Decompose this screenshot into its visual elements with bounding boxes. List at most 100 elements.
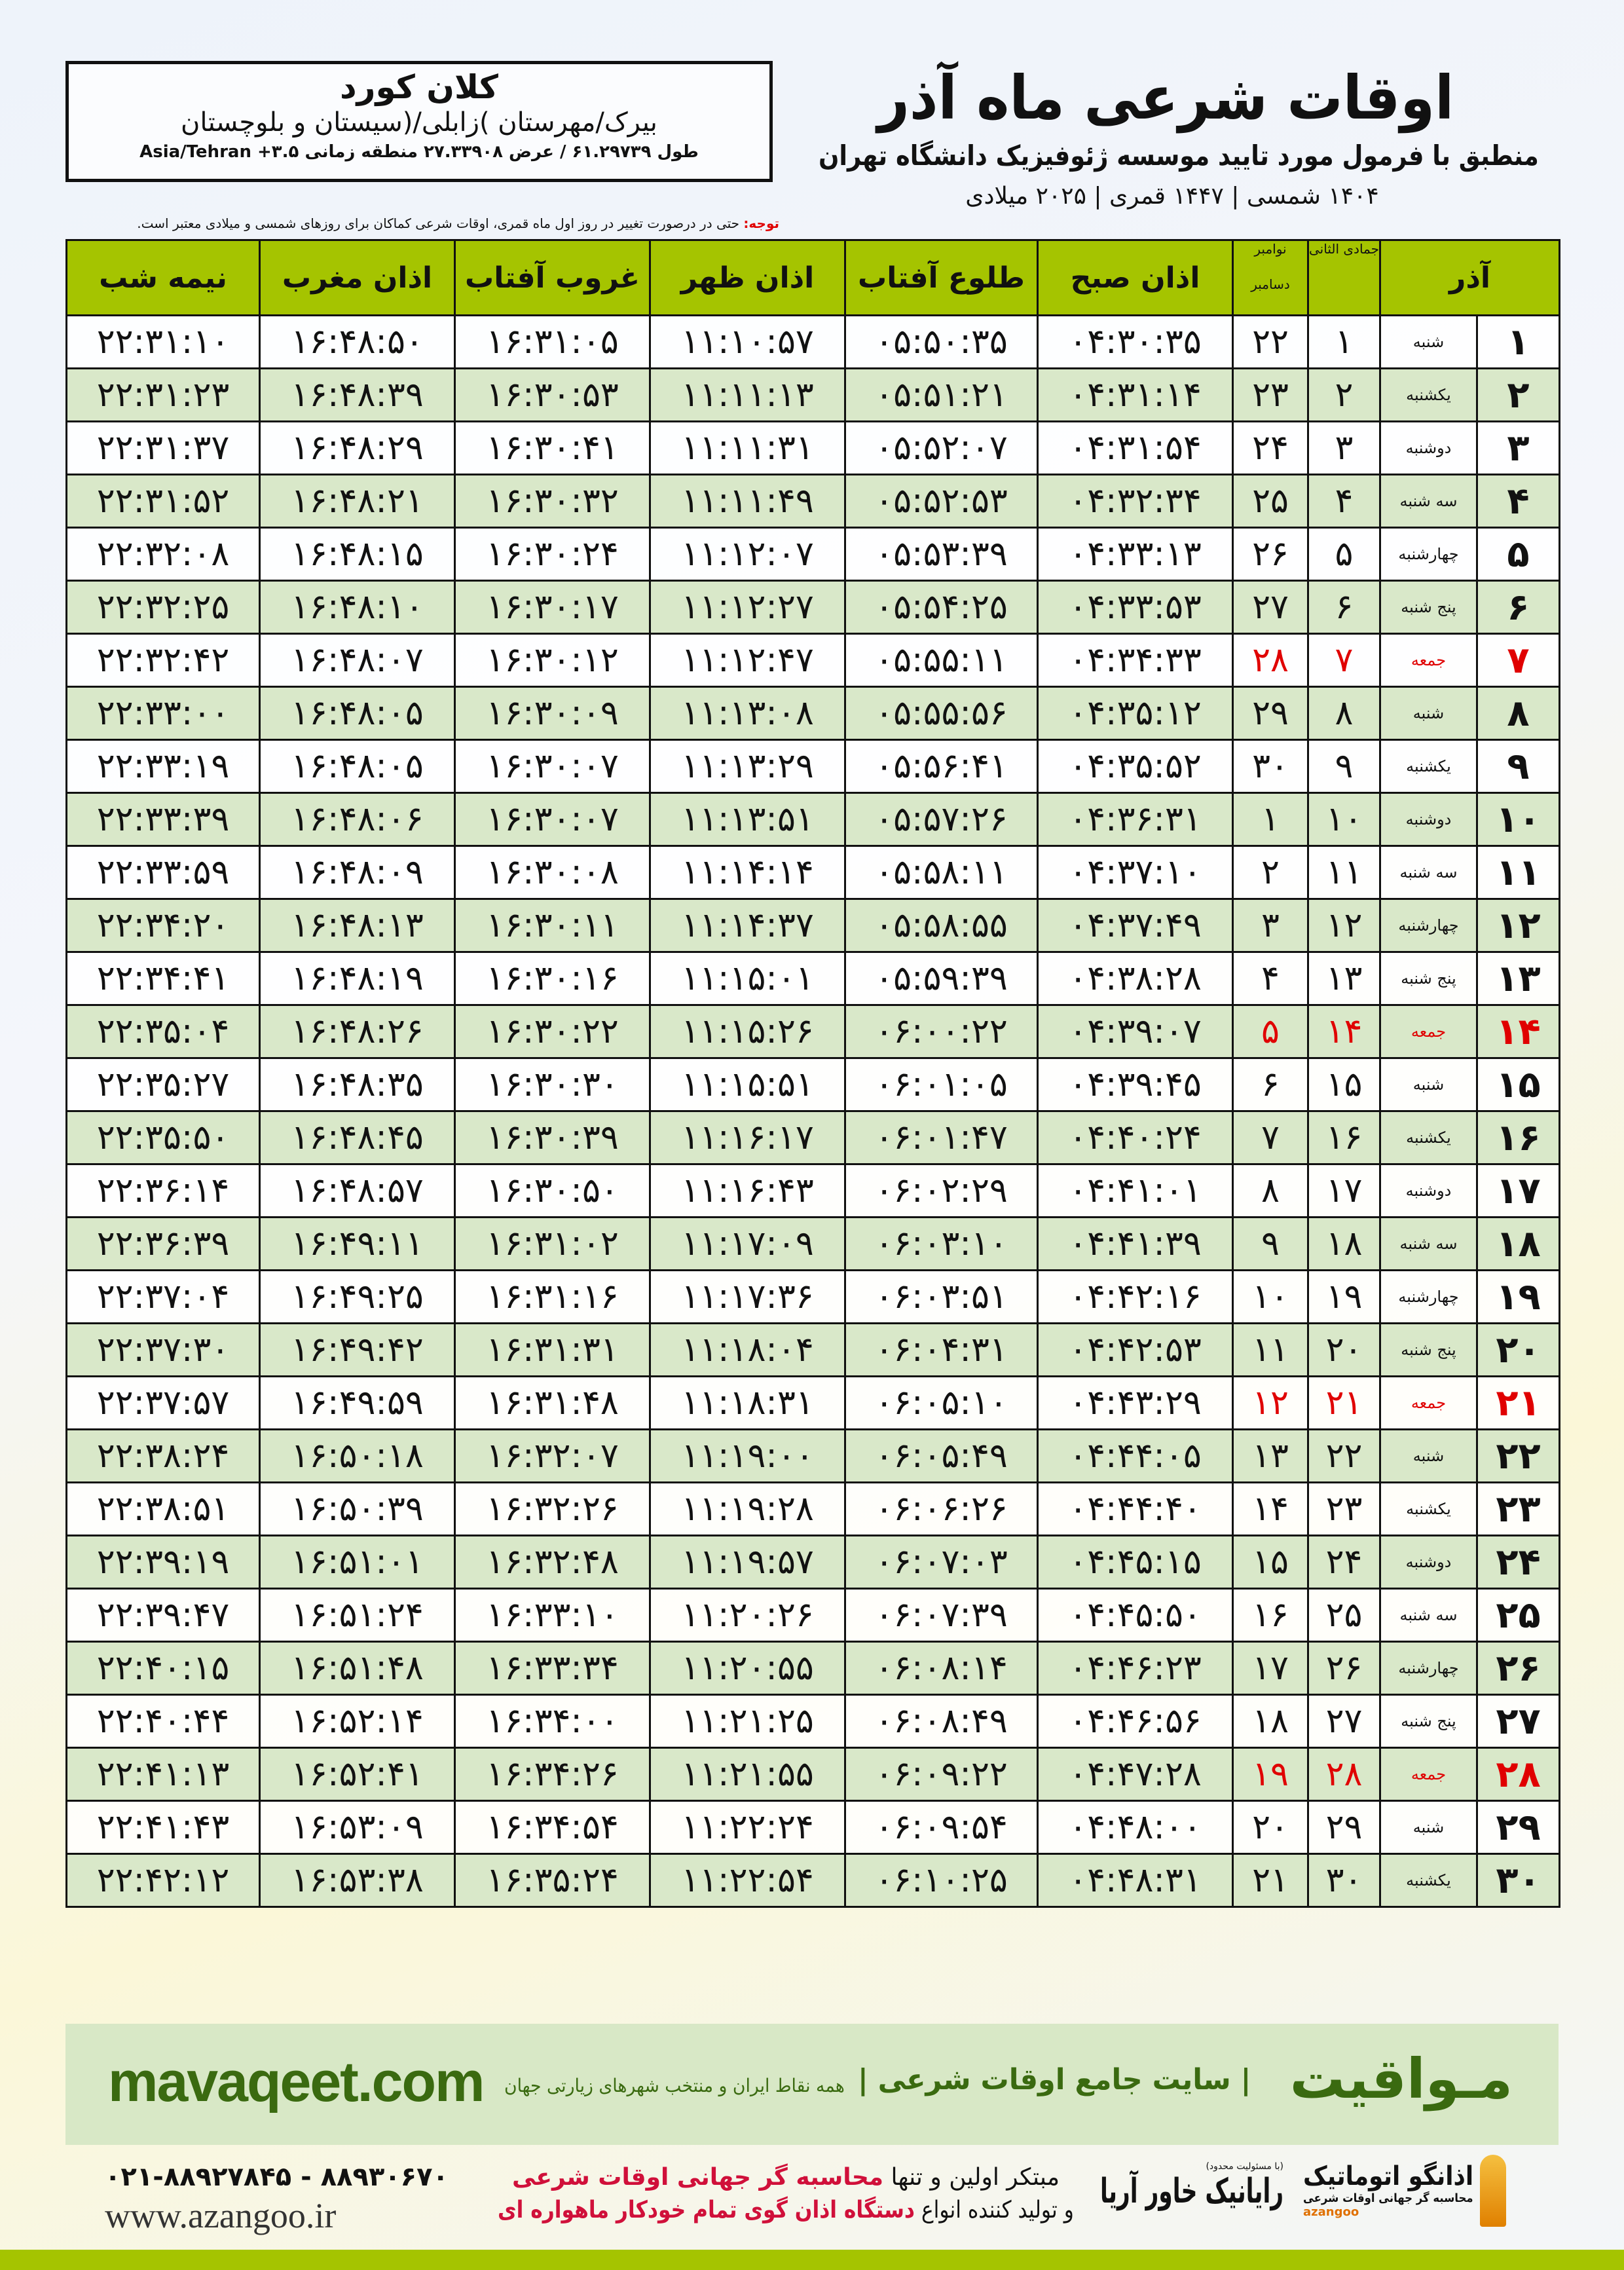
prayer-times-table: آذر جمادی الثانی نوامبر دسامبر اذان صبح ط… [65, 239, 1560, 1908]
midnight-time: ۲۲:۳۲:۰۸ [65, 527, 261, 582]
sunrise-time: ۰۵:۵۰:۳۵ [844, 314, 1039, 369]
weekday: یکشنبه [1379, 1110, 1478, 1165]
maghrib-time: ۱۶:۴۹:۲۵ [259, 1269, 456, 1324]
gregorian-day: ۱۴ [1232, 1481, 1309, 1536]
hijri-day: ۱۰ [1307, 792, 1381, 847]
hijri-day: ۵ [1307, 527, 1381, 582]
sunset-time: ۱۶:۳۰:۳۲ [454, 474, 651, 529]
gregorian-day: ۲۸ [1232, 633, 1309, 688]
weekday: سه شنبه [1379, 845, 1478, 900]
site-link[interactable]: mavaqeet.com [108, 2051, 485, 2113]
note-text: حتی در درصورت تغییر در روز اول ماه قمری،… [137, 215, 744, 231]
weekday: شنبه [1379, 686, 1478, 741]
col-fajr: اذان صبح [1037, 239, 1234, 316]
maghrib-time: ۱۶:۴۸:۲۱ [259, 474, 456, 529]
table-row: ۳ دوشنبه ۳ ۲۴ ۰۴:۳۱:۵۴ ۰۵:۵۲:۰۷ ۱۱:۱۱:۳۱ ۱۶:۳۰:… [65, 420, 1560, 475]
azar-day: ۲۱ [1476, 1375, 1560, 1430]
table-row: ۲۶ چهارشنبه ۲۶ ۱۷ ۰۴:۴۶:۲۳ ۰۶:۰۸:۱۴ ۱۱:۲۰:۵۵ ۱۶… [65, 1641, 1560, 1696]
azangoo-name: اذانگو اتوماتیک [1302, 2161, 1473, 2191]
midnight-time: ۲۲:۳۱:۱۰ [65, 314, 261, 369]
fajr-time: ۰۴:۴۲:۱۶ [1037, 1269, 1234, 1324]
sunset-time: ۱۶:۳۰:۰۷ [454, 739, 651, 794]
phone-numbers: ۰۲۱-۸۸۹۲۷۸۴۵ - ۸۸۹۳۰۶۷۰ [105, 2162, 449, 2192]
table-row: ۱۱ سه شنبه ۱۱ ۲ ۰۴:۳۷:۱۰ ۰۵:۵۸:۱۱ ۱۱:۱۴:۱۴ ۱۶:۳… [65, 845, 1560, 900]
gregorian-day: ۲۵ [1232, 474, 1309, 529]
dhuhr-time: ۱۱:۱۲:۲۷ [649, 580, 846, 635]
sunrise-time: ۰۵:۵۸:۱۱ [844, 845, 1039, 900]
azar-day: ۲۲ [1476, 1428, 1560, 1483]
sunset-time: ۱۶:۳۴:۵۴ [454, 1800, 651, 1855]
weekday: پنج شنبه [1379, 1322, 1478, 1377]
fajr-time: ۰۴:۴۲:۵۳ [1037, 1322, 1234, 1377]
promo-line1-content: مبتکر اولین و تنها محاسبه گر جهانی اوقات… [512, 2161, 1060, 2194]
azar-day: ۱۸ [1476, 1216, 1560, 1271]
maghrib-time: ۱۶:۵۱:۴۸ [259, 1641, 456, 1696]
note-label: توجه: [743, 215, 779, 231]
gregorian-day: ۱ [1232, 792, 1309, 847]
weekday: پنج شنبه [1379, 580, 1478, 635]
gregorian-day: ۲۴ [1232, 420, 1309, 475]
fajr-time: ۰۴:۳۷:۱۰ [1037, 845, 1234, 900]
location-info-box: کلان کورد بیرک/مهرستان )زابلی/(سیستان و … [65, 61, 773, 182]
dhuhr-time: ۱۱:۱۵:۵۱ [649, 1057, 846, 1112]
maghrib-time: ۱۶:۴۸:۱۰ [259, 580, 456, 635]
hijri-day: ۲۴ [1307, 1535, 1381, 1590]
sunrise-time: ۰۵:۵۸:۵۵ [844, 898, 1039, 953]
sunrise-time: ۰۵:۵۵:۱۱ [844, 633, 1039, 688]
table-row: ۲۰ پنج شنبه ۲۰ ۱۱ ۰۴:۴۲:۵۳ ۰۶:۰۴:۳۱ ۱۱:۱۸:۰۴ ۱۶… [65, 1322, 1560, 1377]
table-header: آذر جمادی الثانی نوامبر دسامبر اذان صبح ط… [65, 239, 1560, 316]
weekday: جمعه [1379, 633, 1478, 688]
weekday: سه شنبه [1379, 1588, 1478, 1643]
sunrise-time: ۰۵:۵۳:۳۹ [844, 527, 1039, 582]
sunrise-time: ۰۵:۵۷:۲۶ [844, 792, 1039, 847]
gregorian-day: ۷ [1232, 1110, 1309, 1165]
dhuhr-time: ۱۱:۱۱:۳۱ [649, 420, 846, 475]
fajr-time: ۰۴:۳۶:۳۱ [1037, 792, 1234, 847]
sunrise-time: ۰۶:۰۸:۴۹ [844, 1694, 1039, 1749]
subtext-box: همه نقاط ایران و منتخب شهرهای زیارتی جها… [504, 2075, 845, 2096]
promo-line2b: دستگاه اذان گوی تمام خودکار ماهواره ای [498, 2197, 915, 2223]
hijri-day: ۲۹ [1307, 1800, 1381, 1855]
col-azar: آذر [1379, 239, 1560, 316]
hijri-day: ۱۱ [1307, 845, 1381, 900]
hijri-day: ۱۸ [1307, 1216, 1381, 1271]
sunset-time: ۱۶:۳۳:۱۰ [454, 1588, 651, 1643]
fajr-time: ۰۴:۴۸:۰۰ [1037, 1800, 1234, 1855]
gregorian-day: ۱۳ [1232, 1428, 1309, 1483]
midnight-time: ۲۲:۴۱:۴۳ [65, 1800, 261, 1855]
sunset-time: ۱۶:۳۱:۳۱ [454, 1322, 651, 1377]
maghrib-time: ۱۶:۴۸:۲۹ [259, 420, 456, 475]
coordinates: طول ۶۱.۲۹۷۳۹ / عرض ۲۷.۳۳۹۰۸ منطقه زمانی … [139, 142, 699, 162]
table-row: ۷ جمعه ۷ ۲۸ ۰۴:۳۴:۳۳ ۰۵:۵۵:۱۱ ۱۱:۱۲:۴۷ ۱۶:۳۰:۱۲… [65, 633, 1560, 688]
weekday: دوشنبه [1379, 1535, 1478, 1590]
sunset-time: ۱۶:۳۰:۴۱ [454, 420, 651, 475]
azar-day: ۲۴ [1476, 1535, 1560, 1590]
sunset-time: ۱۶:۳۰:۱۷ [454, 580, 651, 635]
sunrise-time: ۰۵:۵۲:۰۷ [844, 420, 1039, 475]
weekday: چهارشنبه [1379, 527, 1478, 582]
maghrib-time: ۱۶:۴۹:۵۹ [259, 1375, 456, 1430]
table-row: ۲۲ شنبه ۲۲ ۱۳ ۰۴:۴۴:۰۵ ۰۶:۰۵:۴۹ ۱۱:۱۹:۰۰ ۱۶:۳۲:… [65, 1428, 1560, 1483]
dhuhr-time: ۱۱:۱۳:۰۸ [649, 686, 846, 741]
fajr-time: ۰۴:۳۳:۱۳ [1037, 527, 1234, 582]
promo-line2-content: و تولید کننده انواع دستگاه اذان گوی تمام… [498, 2194, 1074, 2227]
weekday: شنبه [1379, 1057, 1478, 1112]
rayanik-note: (با مسئولیت محدود) [1206, 2161, 1283, 2172]
azangoo-tagline: محاسبه گر جهانی اوقات شرعی [1303, 2191, 1473, 2205]
sunrise-time: ۰۶:۰۶:۲۶ [844, 1481, 1039, 1536]
midnight-time: ۲۲:۴۰:۴۴ [65, 1694, 261, 1749]
website-link[interactable]: www.azangoo.ir [105, 2196, 337, 2235]
hijri-day: ۱ [1307, 314, 1381, 369]
sunset-time: ۱۶:۳۳:۳۴ [454, 1641, 651, 1696]
midnight-time: ۲۲:۳۲:۴۲ [65, 633, 261, 688]
weekday: یکشنبه [1379, 739, 1478, 794]
table-row: ۳۰ یکشنبه ۳۰ ۲۱ ۰۴:۴۸:۳۱ ۰۶:۱۰:۲۵ ۱۱:۲۲:۵۴ ۱۶:۳… [65, 1853, 1560, 1908]
dhuhr-time: ۱۱:۱۵:۰۱ [649, 951, 846, 1006]
dhuhr-time: ۱۱:۱۹:۰۰ [649, 1428, 846, 1483]
sunrise-time: ۰۶:۰۹:۲۲ [844, 1747, 1039, 1802]
midnight-time: ۲۲:۳۱:۳۷ [65, 420, 261, 475]
weekday: دوشنبه [1379, 1163, 1478, 1218]
weekday: پنج شنبه [1379, 1694, 1478, 1749]
azar-day: ۸ [1476, 686, 1560, 741]
midnight-time: ۲۲:۴۲:۱۲ [65, 1853, 261, 1908]
